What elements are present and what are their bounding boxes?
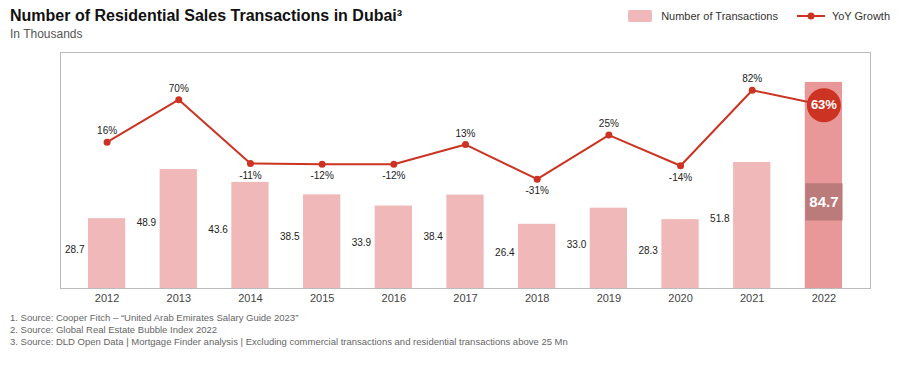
svg-text:-14%: -14% [669,172,692,183]
svg-text:38.5: 38.5 [280,231,300,242]
svg-text:-31%: -31% [526,185,549,196]
svg-text:2015: 2015 [310,292,334,304]
svg-text:48.9: 48.9 [137,217,157,228]
svg-text:82%: 82% [742,73,762,84]
svg-text:51.8: 51.8 [710,213,730,224]
html-text:Number of Residential Sales Tr: Number of Residential Sales Transactions… [10,7,403,24]
svg-text:63%: 63% [811,97,837,112]
svg-text:2018: 2018 [525,292,549,304]
svg-text:38.4: 38.4 [423,231,443,242]
svg-text:13%: 13% [455,128,475,139]
html-text:In Thousands: In Thousands [10,27,83,41]
html-text:1. Source: Cooper Fitch – “Uni: 1. Source: Cooper Fitch – “United Arab E… [10,312,299,323]
svg-text:84.7: 84.7 [809,193,838,210]
svg-text:16%: 16% [97,125,117,136]
svg-text:43.6: 43.6 [208,224,228,235]
html-text:2. Source: Global Real Estate: 2. Source: Global Real Estate Bubble Ind… [10,324,217,335]
svg-text:2022: 2022 [812,292,836,304]
svg-text:2020: 2020 [668,292,692,304]
svg-text:2013: 2013 [167,292,191,304]
svg-text:-12%: -12% [382,170,405,181]
html-text:3. Source: DLD Open Data | Mor: 3. Source: DLD Open Data | Mortgage Find… [10,336,568,347]
svg-text:2021: 2021 [740,292,764,304]
svg-text:2017: 2017 [453,292,477,304]
svg-text:2016: 2016 [382,292,406,304]
svg-text:25%: 25% [599,118,619,129]
svg-text:2019: 2019 [597,292,621,304]
html-text:Number of Transactions: Number of Transactions [661,10,778,22]
svg-text:28.7: 28.7 [65,244,85,255]
svg-text:2012: 2012 [95,292,119,304]
svg-text:33.0: 33.0 [567,239,587,250]
svg-text:-12%: -12% [310,170,333,181]
html-text:YoY Growth: YoY Growth [831,10,890,22]
svg-text:2014: 2014 [238,292,262,304]
svg-text:33.9: 33.9 [352,237,372,248]
svg-text:-11%: -11% [239,170,262,181]
svg-text:28.3: 28.3 [638,245,658,256]
svg-text:26.4: 26.4 [495,247,515,258]
svg-text:70%: 70% [169,83,189,94]
